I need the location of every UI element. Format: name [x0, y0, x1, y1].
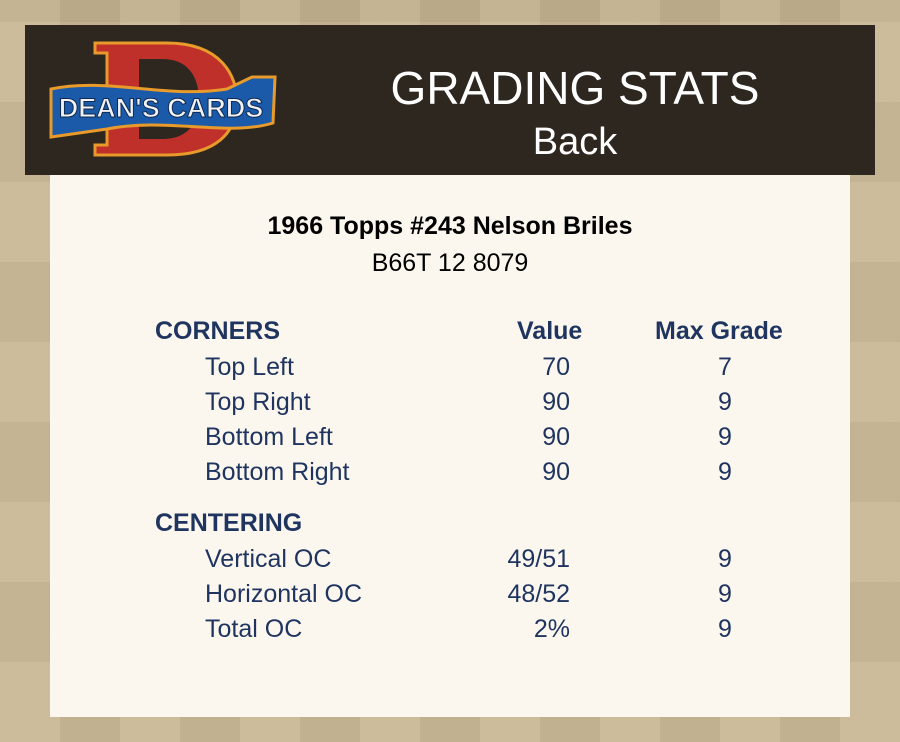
- row-max-grade: 9: [718, 388, 732, 416]
- row-max-grade: 9: [718, 580, 732, 608]
- row-max-grade: 9: [718, 615, 732, 643]
- corners-heading: CORNERS: [155, 317, 281, 345]
- row-value: 48/52: [507, 580, 570, 608]
- row-label: Total OC: [205, 615, 303, 643]
- row-value: 90: [542, 458, 570, 486]
- card-title: 1966 Topps #243 Nelson Briles: [267, 212, 633, 240]
- stats-panel: 1966 Topps #243 Nelson Briles B66T 12 80…: [50, 175, 850, 717]
- centering-heading: CENTERING: [155, 509, 303, 537]
- row-value: 70: [542, 353, 570, 381]
- row-value: 90: [542, 388, 570, 416]
- row-label: Top Right: [205, 388, 311, 416]
- page-title: GRADING STATS: [390, 62, 760, 114]
- row-max-grade: 9: [718, 545, 732, 573]
- row-value: 49/51: [507, 545, 570, 573]
- row-label: Top Left: [205, 353, 294, 381]
- row-value: 2%: [533, 615, 570, 643]
- value-column-header: Value: [517, 317, 583, 345]
- row-max-grade: 9: [718, 423, 732, 451]
- row-max-grade: 7: [718, 353, 732, 381]
- row-label: Bottom Left: [205, 423, 333, 451]
- row-label: Horizontal OC: [205, 580, 362, 608]
- header: DEAN'S CARDS GRADING STATS Back: [25, 25, 875, 175]
- row-value: 90: [542, 423, 570, 451]
- card-cert: B66T 12 8079: [371, 249, 529, 277]
- row-label: Vertical OC: [205, 545, 332, 573]
- row-max-grade: 9: [718, 458, 732, 486]
- row-label: Bottom Right: [205, 458, 350, 486]
- max-grade-column-header: Max Grade: [655, 317, 783, 345]
- deans-cards-logo: DEAN'S CARDS: [49, 41, 277, 157]
- page-subtitle: Back: [532, 121, 618, 163]
- svg-text:DEAN'S CARDS: DEAN'S CARDS: [59, 93, 263, 123]
